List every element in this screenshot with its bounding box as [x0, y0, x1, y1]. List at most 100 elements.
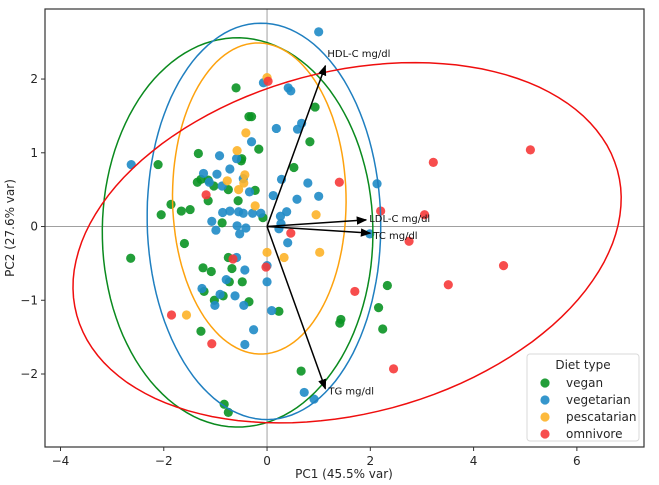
data-point-omnivore	[443, 280, 453, 290]
data-point-pescatarian	[181, 310, 192, 320]
y-tick-label: 1	[30, 146, 38, 160]
loading-arrow	[266, 216, 368, 228]
legend-marker-omnivore	[540, 429, 550, 439]
x-tick-label: 0	[263, 454, 271, 468]
data-point-vegan	[237, 277, 247, 287]
data-point-vegan	[185, 204, 195, 215]
legend-marker-vegetarian	[540, 395, 550, 405]
confidence-ellipse-vegetarian	[146, 22, 382, 421]
data-point-vegan	[382, 280, 392, 291]
data-point-omnivore	[498, 261, 509, 271]
data-point-vegetarian	[212, 169, 222, 179]
x-tick-label: 2	[366, 454, 374, 468]
data-point-vegan	[310, 102, 320, 112]
data-point-vegan	[227, 263, 237, 274]
plot-area: HDL-C mg/dl LDL-C mg/dl TC mg/dl TG mg/dl	[44, 8, 645, 448]
legend-title: Diet type	[555, 358, 610, 372]
data-point-omnivore	[404, 236, 414, 246]
data-point-vegetarian	[372, 179, 382, 189]
legend-label-vegetarian: vegetarian	[566, 393, 631, 407]
data-point-vegetarian	[198, 168, 209, 179]
x-tick-label: 6	[573, 454, 581, 468]
legend-label-omnivore: omnivore	[566, 427, 622, 441]
x-axis-ticks: −4 −2 0 2 4 6	[52, 447, 581, 468]
data-point-vegetarian	[221, 275, 231, 285]
loading-label: TC mg/dl	[372, 231, 417, 242]
data-point-omnivore	[428, 157, 438, 167]
series-omnivore	[166, 76, 535, 374]
data-point-vegan	[156, 210, 166, 220]
data-point-vegetarian	[283, 238, 293, 248]
data-point-vegan	[126, 253, 136, 263]
data-point-omnivore	[334, 177, 344, 187]
data-point-vegan	[335, 318, 345, 328]
series-pescatarian	[181, 72, 325, 320]
data-point-vegan	[254, 144, 264, 154]
data-point-vegan	[176, 206, 186, 216]
data-point-vegan	[378, 324, 388, 334]
data-point-vegetarian	[247, 208, 258, 218]
x-axis-label: PC1 (45.5% var)	[295, 467, 393, 481]
legend-box	[526, 353, 640, 442]
data-point-vegan	[219, 399, 229, 409]
data-point-vegetarian	[286, 86, 296, 96]
y-tick-label: 2	[30, 72, 38, 86]
data-point-vegetarian	[235, 229, 245, 239]
loading-label: HDL-C mg/dl	[327, 49, 390, 60]
data-point-vegan	[166, 199, 176, 210]
data-point-vegetarian	[256, 208, 266, 218]
data-point-vegan	[217, 218, 227, 228]
data-point-pescatarian	[234, 185, 244, 195]
data-point-vegan	[244, 112, 254, 122]
data-point-vegetarian	[210, 300, 220, 311]
data-point-omnivore	[263, 76, 273, 86]
confidence-ellipse-omnivore	[72, 61, 622, 424]
data-point-pescatarian	[240, 170, 250, 180]
data-point-omnivore	[419, 210, 430, 220]
data-point-vegetarian	[197, 283, 207, 294]
data-point-vegetarian	[314, 191, 324, 201]
data-point-vegetarian	[240, 339, 250, 350]
data-point-vegetarian	[215, 289, 225, 299]
data-point-pescatarian	[232, 145, 242, 156]
x-tick-label: 4	[470, 454, 478, 468]
data-point-vegan	[296, 366, 306, 376]
y-tick-label: −2	[20, 367, 38, 381]
data-point-vegetarian	[241, 223, 251, 233]
data-point-omnivore	[207, 339, 217, 349]
data-point-vegan	[153, 159, 163, 170]
data-point-vegetarian	[239, 300, 249, 311]
data-point-vegetarian	[271, 123, 281, 134]
loading-label: TG mg/dl	[327, 387, 374, 398]
data-point-vegan	[233, 196, 243, 206]
data-point-pescatarian	[222, 176, 232, 186]
legend-label-pescatarian: pescatarian	[566, 410, 637, 424]
legend: Diet type vegan vegetarian pescatarian omni…	[526, 353, 640, 442]
data-point-vegan	[206, 266, 216, 277]
data-point-vegetarian	[225, 164, 235, 174]
data-point-pescatarian	[250, 201, 260, 211]
data-point-vegetarian	[292, 194, 302, 204]
data-point-vegetarian	[238, 208, 248, 218]
data-point-omnivore	[286, 228, 296, 238]
data-point-vegetarian	[303, 178, 313, 188]
data-point-omnivore	[201, 190, 211, 200]
data-point-vegetarian	[240, 265, 250, 275]
data-point-vegetarian	[232, 221, 242, 231]
data-point-vegetarian	[211, 225, 221, 235]
data-point-vegetarian	[262, 277, 272, 287]
loading-arrow	[266, 225, 372, 237]
data-point-vegan	[198, 263, 208, 273]
data-point-vegetarian	[230, 291, 240, 301]
data-point-pescatarian	[315, 247, 325, 257]
data-point-omnivore	[166, 310, 177, 320]
data-point-vegetarian	[249, 325, 259, 335]
data-point-omnivore	[350, 286, 360, 297]
x-tick-label: −4	[52, 454, 70, 468]
data-point-omnivore	[228, 254, 238, 264]
data-point-vegan	[196, 326, 206, 336]
confidence-ellipse-pescatarian	[171, 42, 347, 355]
data-point-vegetarian	[275, 211, 286, 221]
data-point-vegetarian	[204, 177, 214, 187]
data-point-vegan	[193, 148, 203, 159]
